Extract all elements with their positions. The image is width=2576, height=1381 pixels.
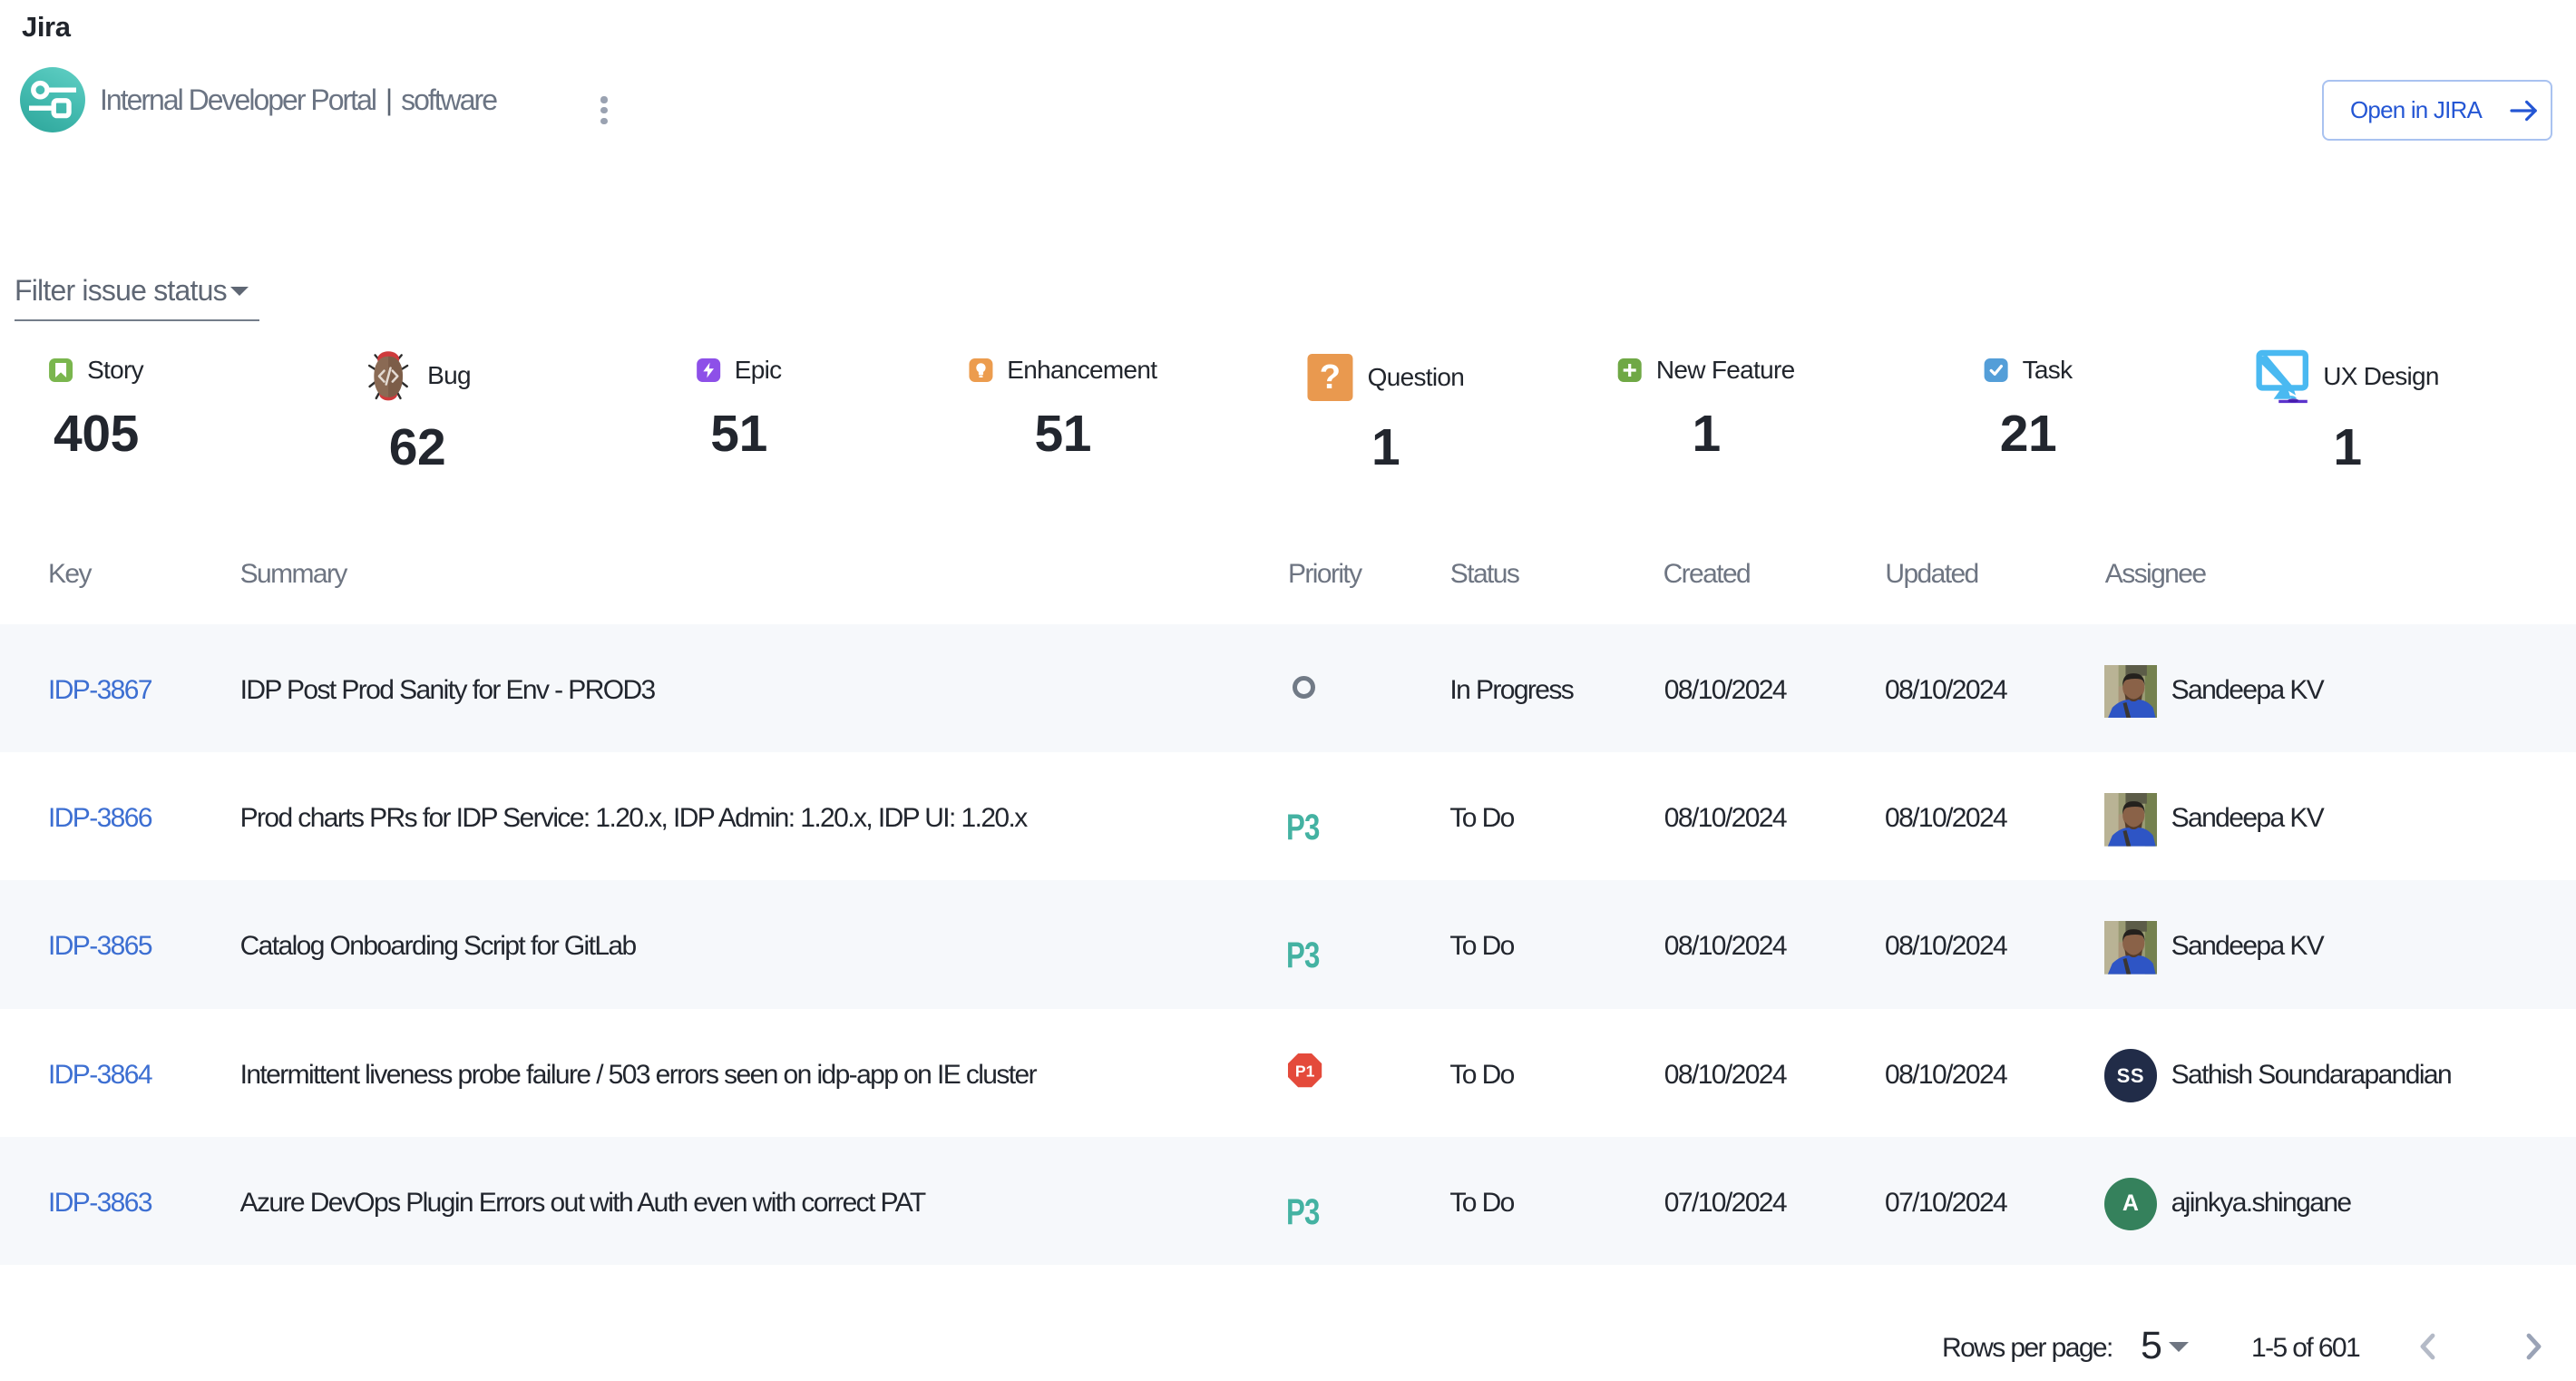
svg-text:P1: P1 — [1295, 1063, 1315, 1081]
